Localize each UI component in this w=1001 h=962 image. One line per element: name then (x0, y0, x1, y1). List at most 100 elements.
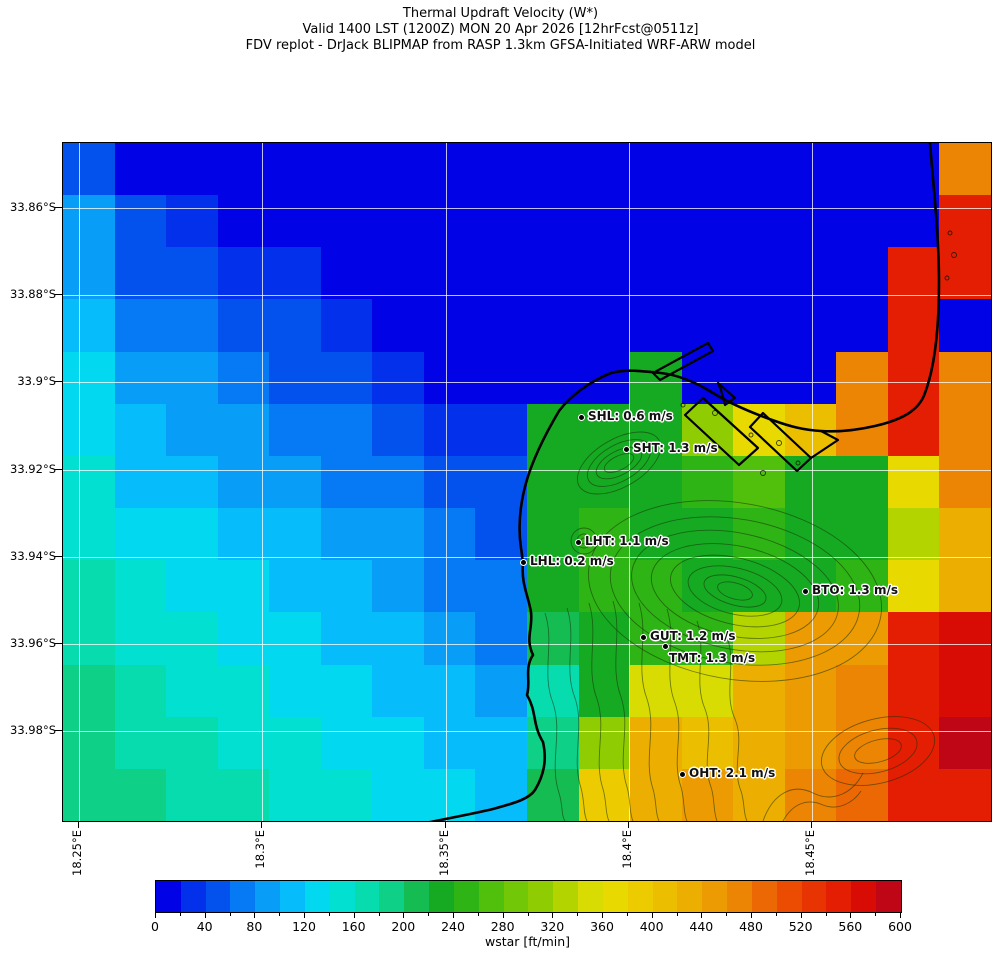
colorbar-segment (379, 881, 405, 912)
station-label-lhl: LHL: 0.2 m/s (530, 554, 614, 568)
station-marker-oht[interactable] (678, 770, 686, 778)
map-cell (527, 143, 580, 196)
colorbar-tick-label: 0 (151, 919, 159, 934)
station-label-shl: SHL: 0.6 m/s (588, 409, 673, 423)
map-cell (887, 560, 940, 613)
colorbar-segment (354, 881, 380, 912)
map-cell (475, 299, 528, 353)
colorbar-segment (876, 881, 901, 912)
map-cell (114, 195, 167, 248)
map-cell (114, 768, 167, 822)
colorbar-tick-label: 240 (441, 919, 465, 934)
map-cell (784, 351, 837, 405)
x-axis-tick-label: 18.3°E (253, 830, 268, 869)
map-cell (681, 247, 734, 300)
grid-line-horizontal (63, 643, 991, 645)
colorbar-tick (254, 913, 256, 918)
map-cell (423, 299, 476, 353)
map-cell (887, 299, 940, 353)
map-cell (887, 768, 940, 822)
map-cell (630, 455, 683, 509)
station-label-gut: GUT: 1.2 m/s (650, 629, 736, 643)
station-marker-gut[interactable] (639, 633, 647, 641)
map-cell (320, 351, 373, 405)
map-plot-area[interactable]: SHL: 0.6 m/s SHT: 1.3 m/s LHT: 1.1 m/s LHL:… (62, 142, 992, 822)
map-cell (578, 143, 631, 196)
colorbar-tick (875, 913, 877, 916)
map-cell (681, 143, 734, 196)
map-cell (372, 455, 425, 509)
map-cell (63, 247, 116, 300)
map-cell (166, 455, 219, 509)
map-cell (733, 664, 786, 718)
map-cell (527, 195, 580, 248)
colorbar-tick (701, 913, 703, 918)
y-axis-tick (55, 206, 62, 208)
map-cell (939, 299, 992, 353)
map-cell (63, 560, 116, 613)
x-axis-tick-label: 18.35°E (436, 830, 451, 876)
colorbar-segment (478, 881, 504, 912)
map-cell (320, 299, 373, 353)
map-cell (681, 351, 734, 405)
map-cell (166, 351, 219, 405)
map-cell (114, 403, 167, 457)
map-cell (114, 351, 167, 405)
map-cell (63, 403, 116, 457)
map-cell (114, 455, 167, 509)
station-marker-tmt[interactable] (661, 642, 669, 650)
map-cell (63, 455, 116, 509)
station-label-tmt: TMT: 1.3 m/s (669, 651, 756, 665)
model-source-line: FDV replot - DrJack BLIPMAP from RASP 1.… (245, 38, 756, 53)
colorbar-tick (403, 913, 405, 918)
colorbar-caption: wstar [ft/min] (484, 934, 571, 949)
map-cell (527, 508, 580, 561)
map-cell (578, 716, 631, 770)
map-cell (269, 143, 322, 196)
map-cell (269, 195, 322, 248)
map-cell (320, 403, 373, 457)
station-marker-lhl[interactable] (519, 558, 527, 566)
colorbar-tick (651, 913, 653, 918)
colorbar-segment (801, 881, 827, 912)
map-cell (784, 612, 837, 666)
station-marker-lht[interactable] (574, 538, 582, 546)
station-label-lht: LHT: 1.1 m/s (585, 534, 669, 548)
map-cell (836, 664, 889, 718)
map-cell (784, 195, 837, 248)
map-cell (939, 247, 992, 300)
colorbar-tick (502, 913, 504, 918)
map-cell (423, 508, 476, 561)
map-cell (63, 143, 116, 196)
map-cell (578, 351, 631, 405)
map-cell (166, 247, 219, 300)
map-cell (527, 403, 580, 457)
map-cell (784, 560, 837, 613)
colorbar-segment (429, 881, 454, 912)
colorbar-segment (751, 881, 777, 912)
colorbar-tick-label: 560 (838, 919, 863, 934)
colorbar-segment (776, 881, 802, 912)
map-cell (630, 195, 683, 248)
map-cell (784, 247, 837, 300)
grid-line-horizontal (63, 295, 991, 297)
map-cell (114, 143, 167, 196)
map-cell (166, 143, 219, 196)
map-cell (269, 664, 322, 718)
map-cell (423, 403, 476, 457)
map-cell (630, 143, 683, 196)
y-axis-tick (55, 642, 62, 644)
colorbar-segment (578, 881, 603, 912)
colorbar-segment (255, 881, 281, 912)
map-cell (836, 455, 889, 509)
station-marker-bto[interactable] (801, 587, 809, 595)
map-cell (475, 403, 528, 457)
colorbar-segment (528, 881, 554, 912)
colorbar-tick (900, 913, 901, 918)
station-marker-sht[interactable] (622, 445, 630, 453)
y-axis-tick (55, 468, 62, 470)
map-cell (320, 143, 373, 196)
colorbar-tick (229, 913, 231, 916)
map-cell (320, 716, 373, 770)
station-marker-shl[interactable] (577, 413, 585, 421)
